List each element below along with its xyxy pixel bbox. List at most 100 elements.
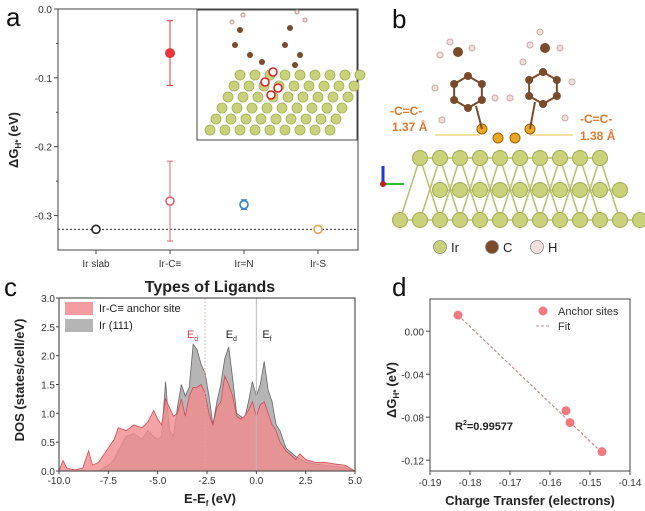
ir-atom — [216, 102, 228, 114]
carbon-atom — [259, 59, 265, 65]
hydrogen-atom — [302, 17, 308, 23]
carbon-atom — [450, 80, 459, 88]
chart-d-ytick-label: -0.12 — [401, 456, 424, 467]
bond-right-label: -C=C- — [580, 112, 612, 126]
anchor-atom — [266, 90, 276, 100]
chart-c-annotation-label: Ed — [226, 329, 237, 343]
structure-b-diagram: -C=C- 1.37 Å -C=C- 1.38 Å Ir C H — [380, 28, 645, 255]
ir-atom — [612, 212, 628, 228]
carbon-atom — [287, 25, 293, 31]
anchor-atom — [268, 67, 278, 77]
ir-atom — [452, 150, 468, 166]
hydrogen-atom — [438, 116, 446, 124]
chart-a-point — [239, 199, 249, 210]
ir-atom — [552, 212, 568, 228]
hydrogen-atom — [519, 58, 527, 66]
anchor-carbon-atom — [509, 132, 521, 144]
chart-d-ylabel: ΔGH*(eV) — [384, 362, 401, 418]
chart-d-point — [597, 447, 607, 457]
ir-atom — [432, 212, 448, 228]
ir-atom — [512, 212, 528, 228]
chart-c-ytick-label: 0.5 — [41, 438, 55, 449]
hydrogen-atom — [294, 9, 300, 15]
ir-atom — [264, 124, 276, 136]
panel-label-d: d — [392, 272, 407, 302]
ir-atom — [354, 69, 366, 81]
chart-a-frame — [57, 8, 359, 251]
chart-c-xtick-label: -5.0 — [149, 476, 167, 487]
chart-a-xlabel: Types of Ligands — [145, 279, 275, 296]
hydrogen-atom — [436, 51, 444, 59]
c-c-bond — [475, 105, 483, 130]
chart-c-xtick-label: 2.5 — [299, 476, 313, 487]
ir-atom — [222, 91, 234, 103]
ir-atom — [342, 91, 354, 103]
ir-atom — [249, 69, 261, 81]
carbon-atom — [232, 42, 238, 48]
ir-atom — [392, 212, 408, 228]
ir-atom — [237, 91, 249, 103]
ir-atom — [492, 150, 508, 166]
ir-atom — [492, 212, 508, 228]
hydrogen-atom — [491, 94, 499, 102]
chart-a-point — [313, 224, 323, 235]
chart-d-point — [453, 310, 463, 320]
chart-d-xtick-label: -0.15 — [579, 478, 602, 489]
hydrogen-atom — [431, 84, 439, 92]
anchor-atom — [273, 83, 283, 93]
ir-bond — [419, 157, 441, 221]
ir-atom — [225, 113, 237, 125]
chart-a-point — [165, 48, 175, 59]
ir-atom — [309, 69, 321, 81]
chart-a-ytick-label: 0.0 — [38, 5, 52, 16]
ir-atom — [294, 124, 306, 136]
chart-d-fit-line — [457, 314, 603, 454]
chart-c-dos: Ed Ed Ef 0.0 0.5 1.0 1.5 2.0 2.5 3.0 -10.0 -7.5 -5.0… — [12, 294, 362, 508]
ir-atom — [204, 124, 216, 136]
carbon-atom — [539, 100, 547, 108]
ir-atom — [512, 182, 528, 198]
hydrogen-atom — [556, 44, 564, 52]
chart-c-ytick-label: 2.0 — [41, 352, 55, 363]
ir-atom — [315, 113, 327, 125]
carbon-atom — [464, 104, 472, 112]
ir-atom — [261, 102, 273, 114]
chart-a-point — [91, 224, 101, 235]
chart-d-legend-label: Fit — [558, 321, 570, 333]
chart-d-ytick-label: 0.00 — [405, 327, 425, 338]
bond-left-length: 1.37 Å — [392, 119, 428, 134]
legend-atom-ir-icon — [433, 240, 447, 254]
ir-atom — [234, 69, 246, 81]
ir-atom — [330, 113, 342, 125]
ir-atom — [432, 182, 448, 198]
chart-c-ytick-label: 2.5 — [41, 323, 55, 334]
carbon-atom — [237, 27, 243, 33]
ir-atom — [246, 102, 258, 114]
chart-c-ytick-label: 3.0 — [41, 294, 55, 305]
ir-atom — [231, 102, 243, 114]
legend-label-h: H — [548, 240, 557, 255]
ir-atom — [228, 80, 240, 92]
ir-atom — [270, 113, 282, 125]
panel-label-b: b — [392, 4, 407, 34]
ir-atom — [309, 124, 321, 136]
legend-atom-h-icon — [530, 240, 544, 254]
chart-a-xtick-label: Ir-S — [310, 259, 326, 270]
chart-a-ytick-label: -0.3 — [35, 212, 53, 223]
ir-bond — [599, 157, 621, 221]
legend-label-ir: Ir — [451, 240, 460, 255]
carbon-atom — [539, 68, 547, 76]
anchor-atom — [260, 77, 270, 87]
bond-left-label: -C=C- — [390, 104, 422, 118]
chart-d-xtick-label: -0.14 — [619, 478, 642, 489]
ir-bond — [399, 157, 421, 221]
ir-bond — [479, 157, 501, 221]
ir-atom — [279, 124, 291, 136]
ir-atom — [234, 124, 246, 136]
ir-atom — [219, 124, 231, 136]
ir-atom — [291, 102, 303, 114]
ir-atom — [452, 182, 468, 198]
legend-label-c: C — [503, 240, 512, 255]
chart-d-xtick-label: -0.17 — [499, 478, 522, 489]
carbon-atom — [477, 80, 486, 88]
